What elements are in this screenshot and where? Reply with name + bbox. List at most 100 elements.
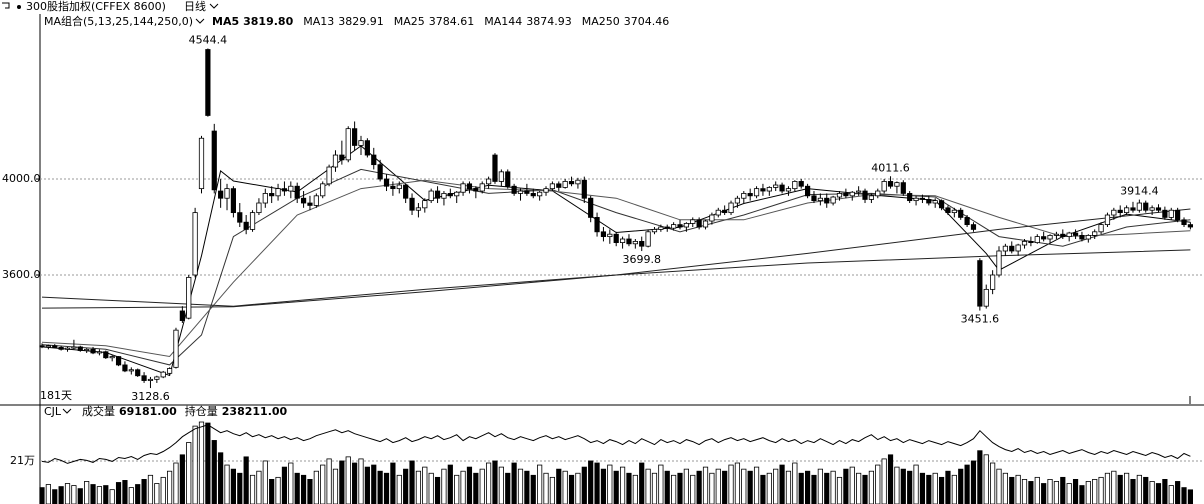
candle-body [964, 217, 970, 226]
candle-body [702, 220, 709, 228]
candle-body [128, 369, 134, 372]
candle-body [913, 197, 919, 202]
volume-bar [485, 462, 492, 504]
candle-body [409, 197, 415, 211]
candle-body [926, 199, 932, 204]
volume-bar [958, 468, 964, 504]
candle-body [907, 193, 913, 202]
volume-bar [90, 484, 96, 504]
volume-bar [817, 468, 823, 504]
volume-bar [1117, 474, 1123, 504]
volume-bar [1111, 470, 1117, 504]
candle-body [281, 188, 288, 192]
candle-body [607, 233, 613, 238]
candle-body [556, 183, 562, 188]
volume-bar [454, 474, 460, 504]
candle-body [1060, 233, 1066, 238]
candle-body [671, 224, 677, 229]
volume-legend-name: 持仓量 [185, 404, 218, 418]
menu-icon[interactable] [2, 2, 10, 9]
symbol-title: 300股指加权(CFFEX 8600) [26, 0, 166, 13]
candle-body [728, 202, 734, 214]
candle-body [1021, 241, 1028, 246]
candle-body [683, 223, 689, 228]
candle-body [364, 140, 370, 156]
volume-bar [651, 472, 658, 504]
volume-bar [147, 474, 154, 504]
candle-body [485, 178, 492, 185]
candle-body [447, 193, 453, 197]
volume-bar [894, 466, 900, 504]
candle-body [498, 171, 504, 182]
candle-body [103, 351, 109, 359]
candle-body [77, 346, 83, 351]
candle-body [1175, 209, 1181, 221]
candle-body [396, 184, 402, 190]
volume-bar [600, 468, 607, 504]
volume-bar [383, 472, 390, 504]
candle-body [983, 288, 989, 307]
volume-bar [645, 468, 651, 504]
candle-body [1015, 244, 1021, 252]
candle-body [249, 212, 256, 230]
volume-bar [964, 464, 970, 504]
volume-bar [58, 486, 64, 504]
ma-line [41, 145, 1191, 377]
candle-body [71, 346, 77, 349]
candle-body [262, 193, 268, 204]
volume-bar [1085, 481, 1091, 504]
volume-bar [1162, 479, 1168, 504]
volume-indicator[interactable]: CJL [44, 405, 62, 418]
candle-body [198, 137, 205, 190]
candle-body [1149, 207, 1155, 211]
volume-bar [230, 468, 236, 504]
volume-bar [1002, 472, 1008, 504]
candle-body [575, 179, 581, 185]
volume-bar [843, 468, 849, 504]
indicator-chevron[interactable] [195, 18, 205, 24]
volume-bar [332, 468, 339, 504]
candle-body [696, 219, 702, 228]
volume-bar [224, 464, 230, 504]
volume-bar [919, 472, 926, 504]
candle-body [836, 193, 843, 198]
volume-bar [77, 488, 83, 504]
candle-body [849, 191, 855, 197]
volume-bar [211, 440, 217, 504]
volume-bar [996, 468, 1002, 504]
volume-bar [619, 466, 626, 504]
candle-body [90, 348, 96, 354]
period-chevron[interactable] [209, 3, 219, 9]
candle-body [313, 195, 319, 206]
candle-body [958, 209, 964, 218]
volume-tick-label: 21万 [10, 454, 35, 467]
candle-body [1124, 207, 1130, 214]
volume-bar [945, 470, 951, 504]
volume-bar [52, 489, 58, 504]
volume-bar [683, 468, 689, 504]
volume-bar [377, 470, 383, 504]
volume-bar [907, 470, 913, 504]
candle-body [619, 238, 626, 244]
volume-chevron[interactable] [62, 408, 72, 414]
period-selector[interactable]: 日线 [184, 0, 206, 13]
legend-value: 3874.93 [526, 15, 572, 28]
volume-bar [479, 468, 485, 504]
indicator-label[interactable]: MA组合(5,13,25,144,250,0) [44, 14, 193, 28]
candle-body [173, 329, 179, 368]
volume-bar [364, 466, 370, 504]
volume-bar [549, 476, 556, 504]
candle-body [868, 195, 875, 200]
candle-body [677, 224, 683, 228]
candle-body [434, 190, 441, 199]
candle-body [84, 348, 90, 351]
volume-bar [39, 487, 45, 504]
volume-bar [179, 454, 185, 504]
candle-body [224, 188, 230, 199]
candle-body [154, 376, 160, 380]
candle-body [345, 128, 351, 161]
candle-body [1085, 235, 1091, 240]
candle-body [320, 183, 326, 197]
